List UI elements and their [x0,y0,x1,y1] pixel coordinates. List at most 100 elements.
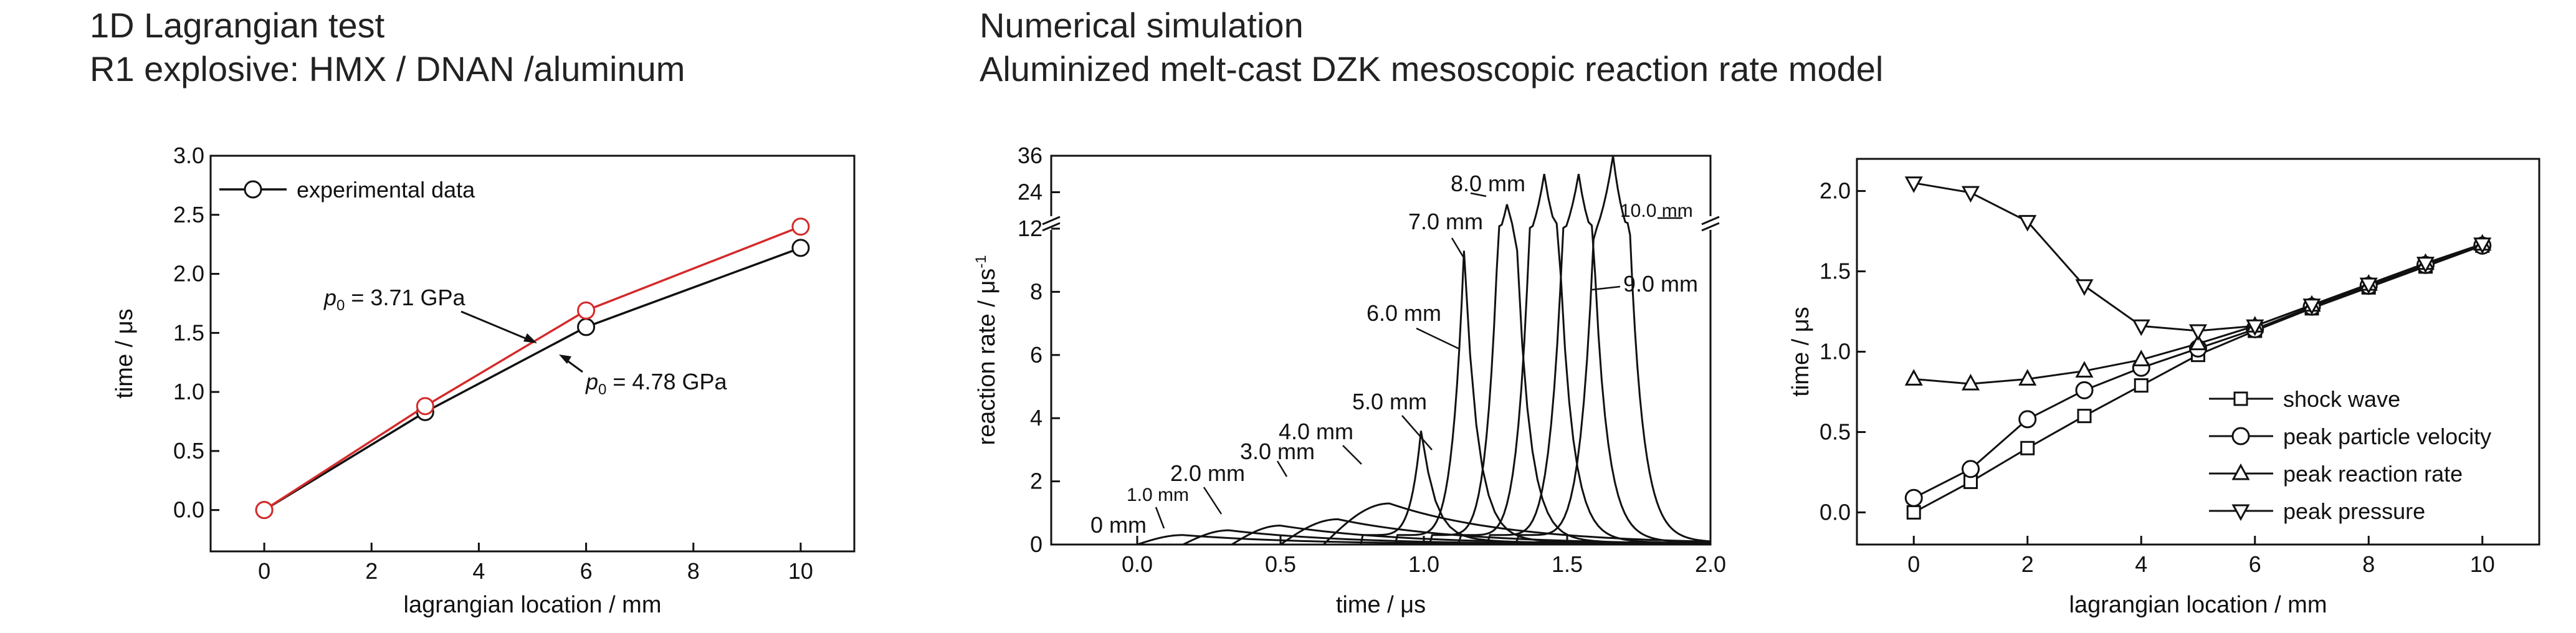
chart3-data-point [2132,319,2150,336]
middle-header-line2: Aluminized melt-cast DZK mesoscopic reac… [980,49,1884,88]
chart3-x-tick-label: 0 [1907,551,1920,577]
chart3-series-line-2 [1913,244,2483,499]
chart1-plot-frame [209,155,856,553]
chart3-data-point [1904,176,1923,193]
chart1-data-point [791,239,810,257]
chart3-x-tick-label: 2 [2021,551,2034,577]
chart2-curve-label: 1.0 mm [1127,485,1189,505]
chart3-data-point [2302,298,2321,315]
chart2-curve-label: 9.0 mm [1623,271,1698,297]
chart2-series-line-11 [1514,155,1711,545]
middle-header: Numerical simulation Aluminized melt-cas… [980,4,1883,91]
chart3-data-point [2246,319,2264,336]
chart2-x-tick-label: 2.0 [1695,551,1726,577]
chart3-data-point [2018,215,2037,232]
chart1-legend-label: experimental data [297,177,475,202]
chart1-data-point [255,501,274,520]
chart1-annotation-3-71: p0 = 3.71 GPa [323,285,466,314]
chart2-plot-frame [1050,155,1712,546]
chart3-legend-marker [2233,391,2248,406]
chart1-annotation-arrowhead [559,355,571,364]
chart2-curve-label-arrow [1591,285,1621,291]
chart1-x-tick-label: 4 [472,558,485,584]
chart2-series-line-6 [1360,431,1711,546]
chart2-x-tick-label: 1.0 [1408,551,1439,577]
chart3-x-axis-label: lagrangian location / mm [2069,592,2327,618]
chart1-y-tick-label: 3.0 [173,143,204,168]
chart1-x-tick-label: 6 [580,558,593,584]
chart1-data-point [577,301,596,320]
chart2-series-line-9 [1457,173,1711,545]
chart1-y-tick-label: 0.5 [173,438,204,464]
chart3-legend-marker [2231,427,2250,445]
chart3-legend-label: shock wave [2283,386,2400,412]
chart1-series-line-1 [264,247,801,512]
chart3-y-axis-label: time / μs [1788,307,1814,396]
left-header-line2: R1 explosive: HMX / DNAN /aluminum [90,49,685,88]
chart2-y-axis-label: reaction rate / μs-1 [973,255,1000,445]
chart2-curve-label: 5.0 mm [1352,389,1427,414]
chart1-y-tick-label: 2.5 [173,202,204,227]
chart2-curve-label: 8.0 mm [1451,171,1525,196]
chart2-curve-label: 2.0 mm [1170,460,1245,486]
chart1-y-tick-label: 2.0 [173,261,204,287]
chart2-x-axis-label: time / μs [1336,592,1426,618]
chart3-data-point [2188,324,2208,341]
chart1-y-axis-label: time / μs [112,308,138,398]
chart1-legend-marker [244,180,262,199]
chart1-data-point [577,318,596,336]
chart3-legend-label: peak pressure [2283,498,2425,524]
chart3-legend-marker [2231,504,2250,521]
chart3-data-point [2075,279,2094,296]
chart2-curve-label-arrow [1401,415,1433,450]
chart1-x-tick-label: 8 [687,558,700,584]
chart2-x-tick-label: 0.5 [1265,551,1296,577]
chart2-series-line-10 [1486,173,1711,545]
chart1-annotation-arrowhead [523,333,537,343]
chart2-y-tick-label: 8 [1030,278,1042,304]
chart1-data-point [416,397,434,416]
chart1-x-tick-label: 10 [788,558,813,584]
chart1-x-tick-label: 2 [365,558,378,584]
chart3-data-point [1962,460,1980,478]
chart2-curve-label: 0 mm [1090,512,1147,538]
chart2-curve-label: 3.0 mm [1240,439,1315,464]
chart2-y-tick-label: 12 [1018,216,1042,241]
left-header-line1: 1D Lagrangian test [90,6,385,45]
chart2-axis-break-mark [1701,222,1720,232]
chart2-y-tick-label: 6 [1030,342,1042,368]
chart3-data-point [2020,440,2035,455]
chart1-y-tick-label: 1.5 [173,320,204,345]
chart3-x-tick-label: 8 [2362,551,2375,577]
chart3-series-line-3 [1914,243,2483,385]
chart2-curve-label: 4.0 mm [1279,419,1353,444]
chart2-series-line-8 [1428,204,1711,545]
chart2-curve-label: 7.0 mm [1408,209,1483,234]
chart1-data-point [791,217,810,236]
chart1-y-tick-label: 1.0 [173,379,204,404]
chart3-x-tick-label: 6 [2249,551,2261,577]
chart2-y-tick-label: 36 [1018,143,1042,168]
middle-header-line1: Numerical simulation [980,6,1304,45]
chart1-x-axis-label: lagrangian location / mm [404,592,662,618]
chart3-data-point [2416,257,2435,274]
left-header: 1D Lagrangian test R1 explosive: HMX / D… [90,4,685,91]
chart3-data-point [2018,410,2037,429]
chart3-data-point [2359,277,2378,295]
chart2-axis-break-mark [1042,216,1061,226]
chart1-x-tick-label: 0 [258,558,270,584]
chart1-annotation-4-78: p0 = 4.78 GPa [585,369,728,398]
chart3-y-tick-label: 2.0 [1820,178,1851,204]
chart3-y-tick-label: 0.0 [1820,499,1851,525]
chart2-curve-label-arrow [1416,327,1460,350]
chart1-annotation-arrow [460,310,533,343]
chart3-data-point [1961,373,1980,391]
chart2-curve-label-arrow [1203,487,1223,515]
chart2-curve-label-arrow [1276,460,1288,477]
chart2-x-tick-label: 0.0 [1122,551,1153,577]
chart2-y-tick-label: 2 [1030,469,1042,494]
chart3-data-point [2018,369,2037,386]
chart3-data-point [1904,369,1923,386]
chart1-y-tick-label: 0.0 [173,497,204,523]
